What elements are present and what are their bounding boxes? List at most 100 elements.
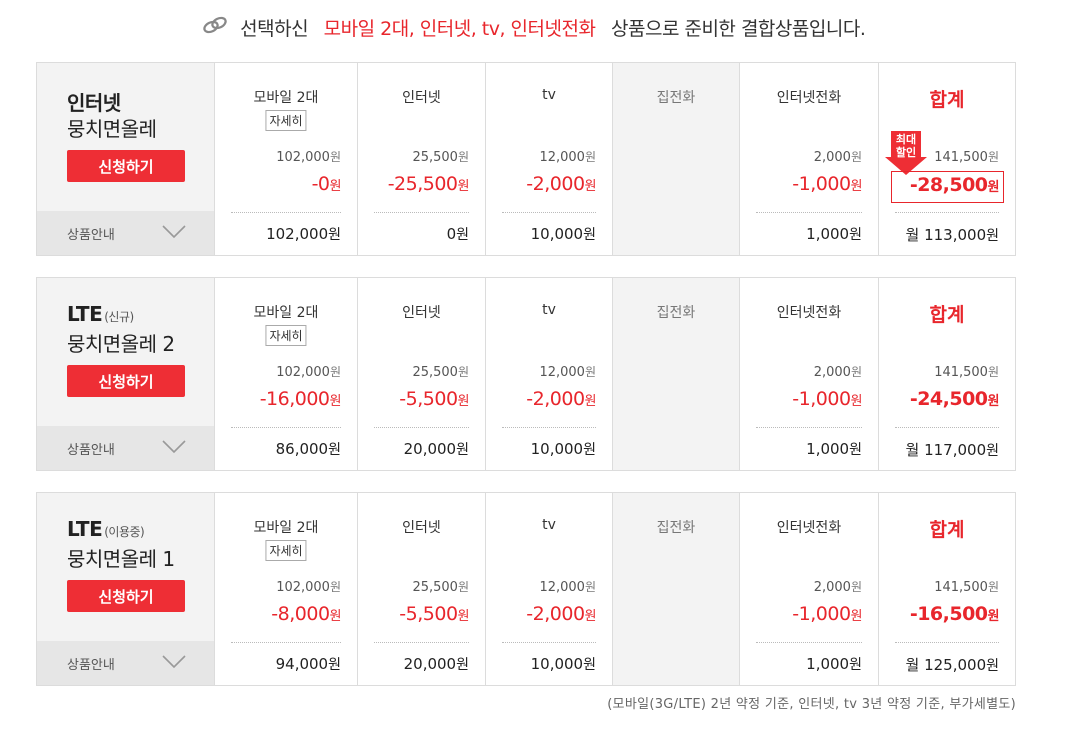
plan-name-2: 뭉치면올레 1 (67, 547, 175, 571)
internet-discount: -25,500원 (387, 173, 470, 195)
apply-button[interactable]: 신청하기 (67, 150, 185, 182)
mobile-column: 모바일 2대 자세히 102,000원 -0원 102,000원 (215, 63, 358, 255)
total-header: 합계 (929, 304, 965, 326)
tv-discount: -2,000원 (526, 603, 596, 625)
internet-header: 인터넷 (402, 305, 441, 321)
plan-card: LTE (신규) 뭉치면올레 2 신청하기 상품안내 모바일 2대 자세히 102… (36, 277, 1016, 471)
tv-final-price: 10,000원 (530, 655, 596, 673)
total-final-price: 월 125,000원 (905, 656, 999, 674)
home-phone-column: 집전화 (613, 278, 740, 470)
internet-discount: -5,500원 (399, 388, 469, 410)
internet-phone-original-price: 2,000원 (813, 365, 862, 380)
plan-name-2: 뭉치면올레 2 (67, 332, 175, 356)
internet-phone-discount: -1,000원 (792, 603, 862, 625)
plan-name-2: 뭉치면올레 (67, 117, 157, 141)
detail-button[interactable]: 자세히 (265, 325, 307, 346)
internet-original-price: 25,500원 (412, 580, 469, 595)
internet-phone-column: 인터넷전화 2,000원 -1,000원 1,000원 (740, 278, 879, 470)
home-phone-header: 집전화 (656, 520, 696, 536)
mobile-header: 모바일 2대 (253, 305, 319, 321)
internet-phone-original-price: 2,000원 (813, 580, 862, 595)
total-discount: -28,500원 (909, 174, 1000, 196)
product-info-label: 상품안내 (67, 228, 115, 243)
total-original-price: 141,500원 (934, 365, 999, 380)
detail-button[interactable]: 자세히 (265, 110, 307, 131)
total-original-price: 141,500원 (934, 580, 999, 595)
internet-phone-final-price: 1,000원 (806, 655, 862, 673)
tv-original-price: 12,000원 (539, 580, 596, 595)
tv-final-price: 10,000원 (530, 225, 596, 243)
apply-button[interactable]: 신청하기 (67, 580, 185, 612)
internet-final-price: 0원 (446, 225, 469, 243)
tv-column: tv 12,000원 -2,000원 10,000원 (486, 278, 613, 470)
header-message: 선택하신 모바일 2대, 인터넷, tv, 인터넷전화 상품으로 준비한 결합상… (0, 14, 1066, 42)
home-phone-header: 집전화 (656, 305, 696, 321)
total-discount-box: -28,500원 (891, 171, 1004, 203)
product-info-label: 상품안내 (67, 443, 115, 458)
internet-original-price: 25,500원 (412, 365, 469, 380)
product-info-toggle[interactable]: 상품안내 (37, 641, 214, 685)
internet-phone-header: 인터넷전화 (776, 520, 842, 536)
mobile-original-price: 102,000원 (276, 150, 341, 165)
tv-header: tv (542, 87, 556, 103)
mobile-final-price: 102,000원 (266, 225, 341, 243)
total-discount: -24,500원 (909, 388, 1000, 410)
max-discount-badge: 최대 할인 (885, 131, 929, 175)
total-column: 합계 최대 할인 141,500원 -28,500원 월 113,000원 (879, 63, 1015, 255)
mobile-discount: -0원 (311, 173, 342, 195)
tv-final-price: 10,000원 (530, 440, 596, 458)
internet-column: 인터넷 25,500원 -25,500원 0원 (358, 63, 486, 255)
tv-original-price: 12,000원 (539, 365, 596, 380)
internet-final-price: 20,000원 (403, 440, 469, 458)
svg-text:최대: 최대 (896, 132, 916, 146)
mobile-final-price: 86,000원 (275, 440, 341, 458)
svg-text:할인: 할인 (896, 145, 916, 159)
mobile-original-price: 102,000원 (276, 580, 341, 595)
plan-card: 인터넷 뭉치면올레 신청하기 상품안내 모바일 2대 자세히 102,000원 … (36, 62, 1016, 256)
home-phone-header: 집전화 (656, 90, 696, 106)
mobile-header: 모바일 2대 (253, 90, 319, 106)
apply-button[interactable]: 신청하기 (67, 365, 185, 397)
detail-button[interactable]: 자세히 (265, 540, 307, 561)
tv-original-price: 12,000원 (539, 150, 596, 165)
plan-summary: LTE (신규) 뭉치면올레 2 신청하기 상품안내 (37, 278, 215, 470)
internet-header: 인터넷 (402, 90, 441, 106)
total-column: 합계 141,500원 -24,500원 월 117,000원 (879, 278, 1015, 470)
tv-column: tv 12,000원 -2,000원 10,000원 (486, 63, 613, 255)
internet-discount: -5,500원 (399, 603, 469, 625)
mobile-discount: -8,000원 (271, 603, 341, 625)
internet-phone-header: 인터넷전화 (776, 305, 842, 321)
header-trail: 상품으로 준비한 결합상품입니다. (611, 18, 866, 40)
total-discount: -16,500원 (909, 603, 1000, 625)
mobile-discount: -16,000원 (259, 388, 342, 410)
plan-sub: (신규) (104, 310, 134, 324)
mobile-column: 모바일 2대 자세히 102,000원 -16,000원 86,000원 (215, 278, 358, 470)
plan-name: LTE (신규) (67, 302, 134, 326)
home-phone-column: 집전화 (613, 63, 740, 255)
chevron-down-icon (162, 224, 186, 243)
chevron-down-icon (162, 654, 186, 673)
tv-header: tv (542, 302, 556, 318)
product-info-label: 상품안내 (67, 658, 115, 673)
tv-column: tv 12,000원 -2,000원 10,000원 (486, 493, 613, 685)
product-info-toggle[interactable]: 상품안내 (37, 426, 214, 470)
link-chain-icon (201, 15, 229, 40)
footnote: (모바일(3G/LTE) 2년 약정 기준, 인터넷, tv 3년 약정 기준,… (607, 697, 1016, 712)
total-original-price: 141,500원 (934, 150, 999, 165)
header-selected-products: 모바일 2대, 인터넷, tv, 인터넷전화 (323, 18, 596, 40)
total-header: 합계 (929, 89, 965, 111)
product-info-toggle[interactable]: 상품안내 (37, 211, 214, 255)
tv-discount: -2,000원 (526, 173, 596, 195)
total-header: 합계 (929, 519, 965, 541)
internet-phone-column: 인터넷전화 2,000원 -1,000원 1,000원 (740, 63, 879, 255)
total-final-price: 월 117,000원 (905, 441, 999, 459)
total-final-price: 월 113,000원 (905, 226, 999, 244)
plan-summary: LTE (이용중) 뭉치면올레 1 신청하기 상품안내 (37, 493, 215, 685)
internet-column: 인터넷 25,500원 -5,500원 20,000원 (358, 278, 486, 470)
tv-header: tv (542, 517, 556, 533)
internet-phone-discount: -1,000원 (792, 173, 862, 195)
plan-summary: 인터넷 뭉치면올레 신청하기 상품안내 (37, 63, 215, 255)
internet-column: 인터넷 25,500원 -5,500원 20,000원 (358, 493, 486, 685)
internet-phone-header: 인터넷전화 (776, 90, 842, 106)
plan-name: LTE (이용중) (67, 517, 145, 541)
